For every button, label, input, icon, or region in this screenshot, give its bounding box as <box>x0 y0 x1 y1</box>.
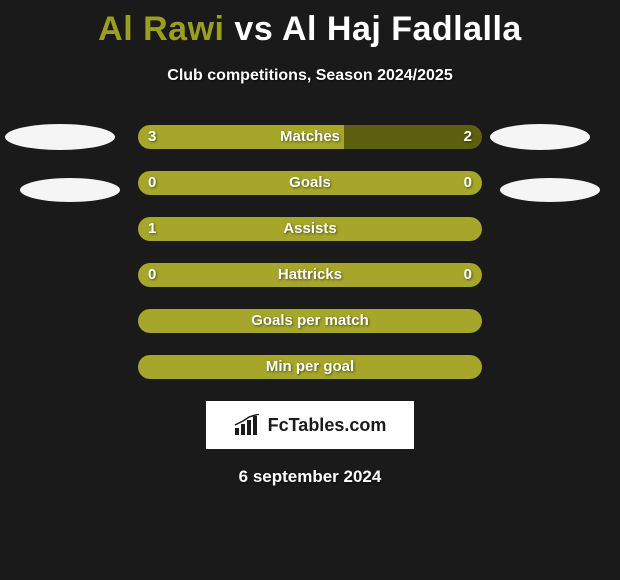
stat-row: Hattricks0 0 <box>0 263 620 287</box>
stats-container: Matches32Goals00Assists1Hattricks00Goals… <box>0 125 620 379</box>
stat-value-right: 2 <box>464 125 472 149</box>
stat-row: Matches3 2 <box>0 125 620 149</box>
player2-name: Al Haj Fadlalla <box>282 10 522 48</box>
page-title: Al Rawi vs Al Haj Fadlalla <box>0 0 620 49</box>
stat-row: Goals0 0 <box>0 171 620 195</box>
subtitle: Club competitions, Season 2024/2025 <box>0 67 620 85</box>
stat-value-right: 0 <box>464 171 472 195</box>
stat-label: Matches <box>138 125 482 149</box>
stat-value-left: 3 <box>148 125 156 149</box>
stat-row: Goals per match <box>0 309 620 333</box>
stat-label: Goals <box>138 171 482 195</box>
chart-icon <box>234 414 262 436</box>
stat-value-right: 0 <box>464 263 472 287</box>
stat-label: Min per goal <box>138 355 482 379</box>
player1-name: Al Rawi <box>98 10 224 48</box>
stat-value-left: 1 <box>148 217 156 241</box>
branding-box: FcTables.com <box>206 401 414 449</box>
stat-row: Min per goal <box>0 355 620 379</box>
stat-label: Hattricks <box>138 263 482 287</box>
date-text: 6 september 2024 <box>0 467 620 487</box>
stat-value-left: 0 <box>148 263 156 287</box>
branding-text: FcTables.com <box>268 415 387 436</box>
stat-label: Assists <box>138 217 482 241</box>
vs-separator: vs <box>234 10 273 48</box>
stat-row: Assists1 <box>0 217 620 241</box>
stat-value-left: 0 <box>148 171 156 195</box>
stat-label: Goals per match <box>138 309 482 333</box>
